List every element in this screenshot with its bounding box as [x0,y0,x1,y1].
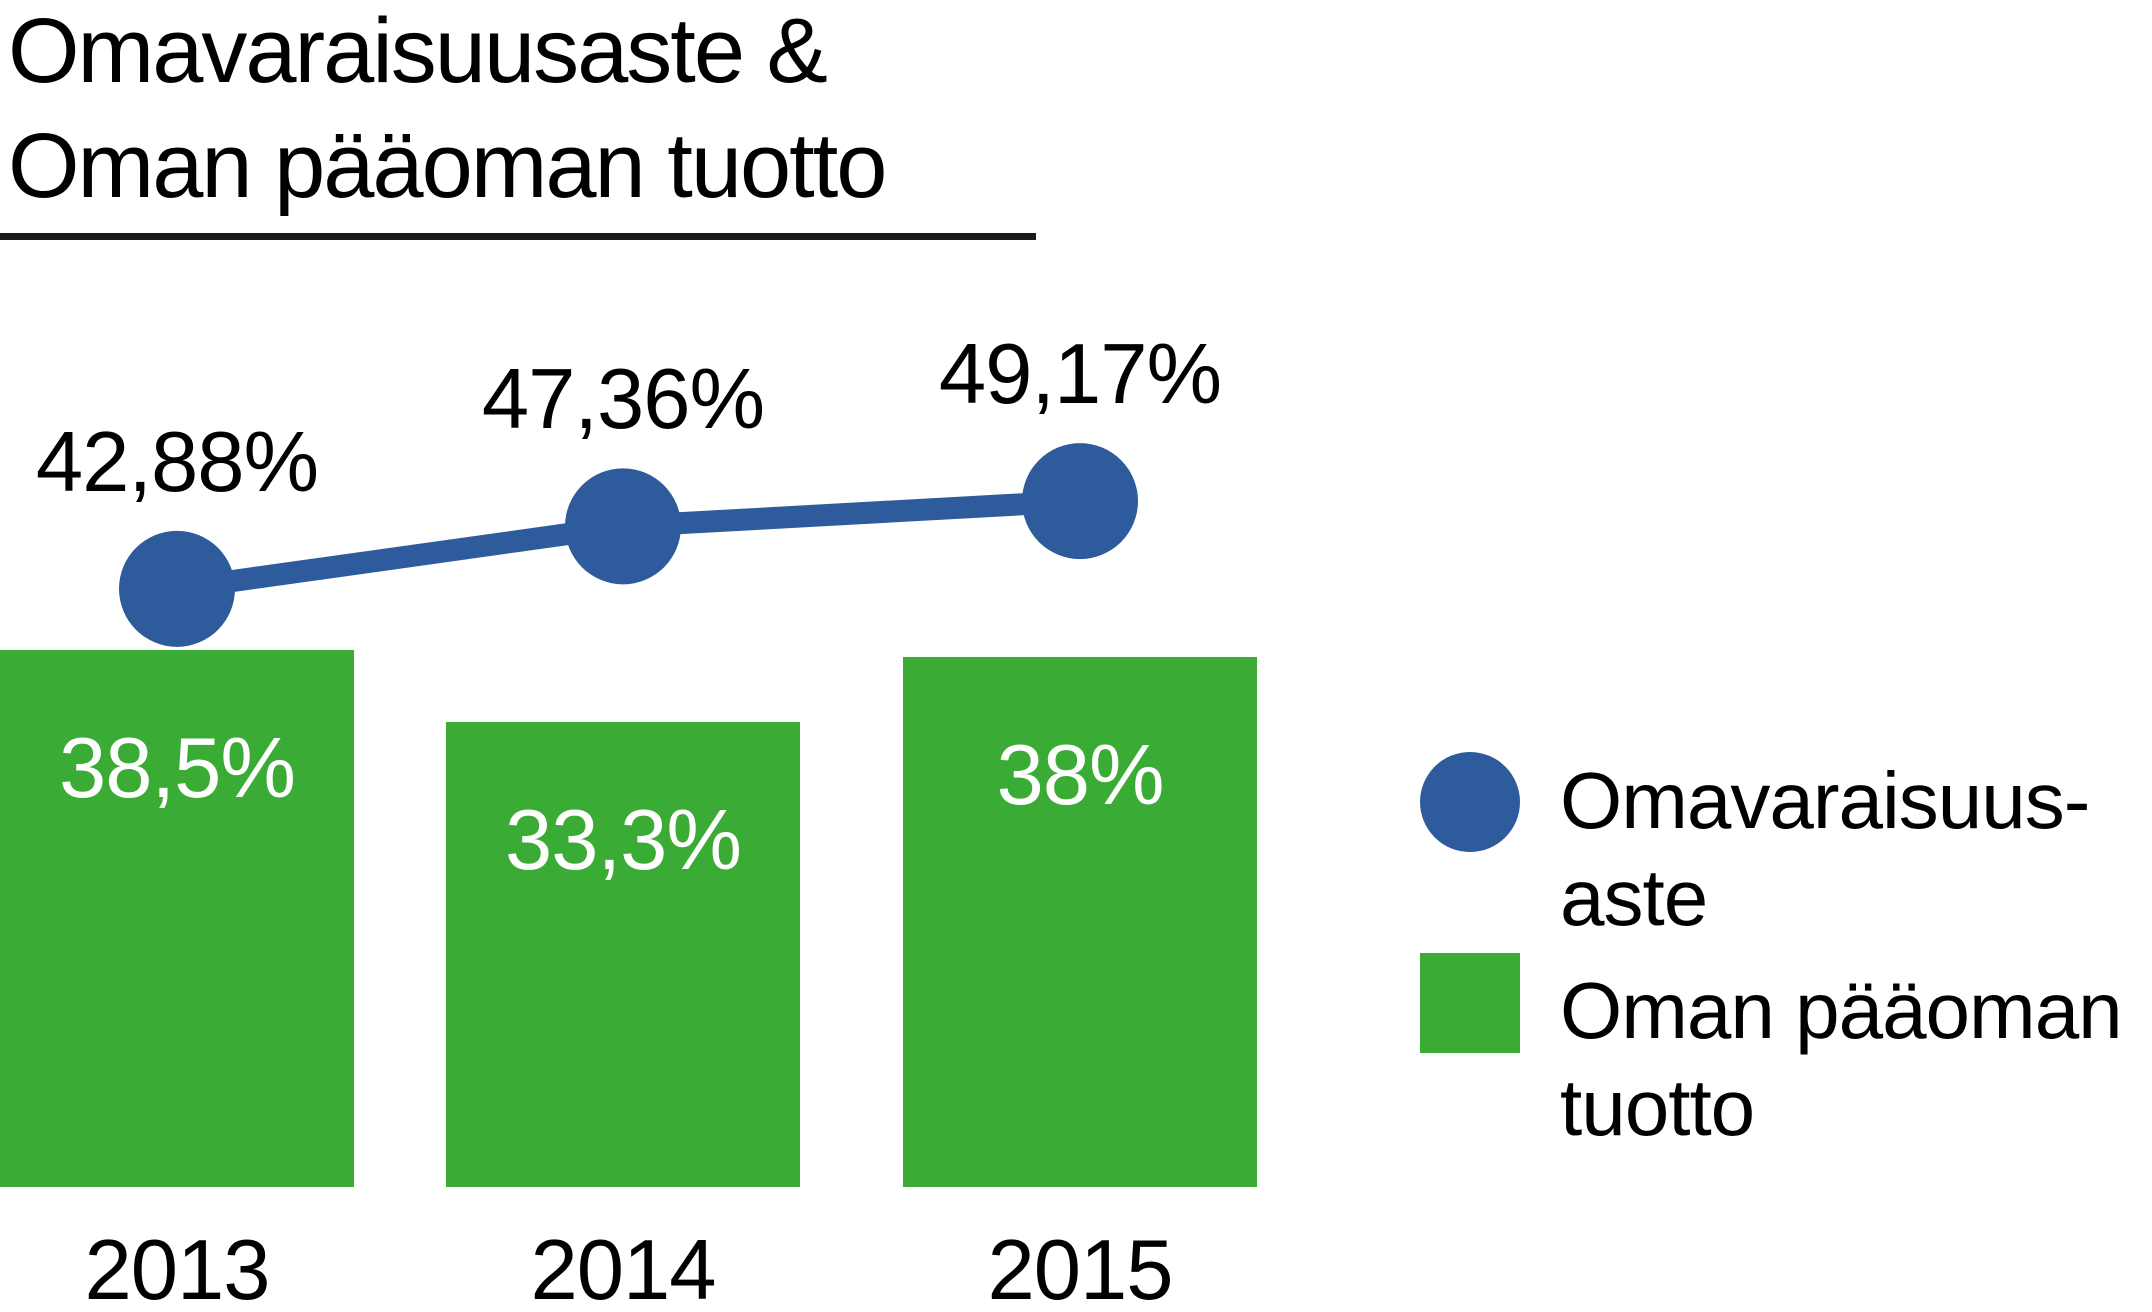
bar-2014: 33,3% [446,722,800,1187]
chart-title: Omavaraisuusaste & Oman pääoman tuotto [8,0,887,224]
title-underline [0,233,1036,240]
bar-2015: 38% [903,656,1257,1187]
legend-label-omavaraisuusaste: Omavaraisuus-aste [1560,752,2090,946]
legend-circle-marker-icon [1420,752,1520,852]
data-point-marker [565,468,681,585]
omavaraisuusaste-line [175,490,1081,600]
legend-label-oman-paaoman-tuotto-line2: tuotto [1560,1063,1755,1152]
legend-label-omavaraisuusaste-line1: Omavaraisuus- [1560,756,2090,845]
line-value-label-2014: 47,36% [481,352,765,448]
legend-label-oman-paaoman-tuotto-line1: Oman pääoman [1560,966,2123,1055]
legend-label-oman-paaoman-tuotto: Oman pääoman tuotto [1560,962,2123,1156]
chart-title-line1: Omavaraisuusaste & [8,0,828,102]
line-value-label-2013: 42,88% [35,414,319,510]
bar-value-label-2013: 38,5% [58,720,296,816]
bar-value-label-2015: 38% [996,727,1164,823]
data-point-marker [119,530,235,647]
data-point-marker [1022,443,1138,560]
bar-value-label-2014: 33,3% [504,793,742,889]
x-axis-label-2014: 2014 [530,1223,716,1312]
bar-2013: 38,5% [0,649,354,1187]
legend-square-marker-icon [1420,953,1520,1053]
legend-label-omavaraisuusaste-line2: aste [1560,853,1708,942]
line-value-label-2015: 49,17% [938,327,1222,423]
chart-title-line2: Oman pääoman tuotto [8,115,887,217]
x-axis-label-2013: 2013 [84,1223,270,1312]
x-axis-label-2015: 2015 [987,1223,1173,1312]
